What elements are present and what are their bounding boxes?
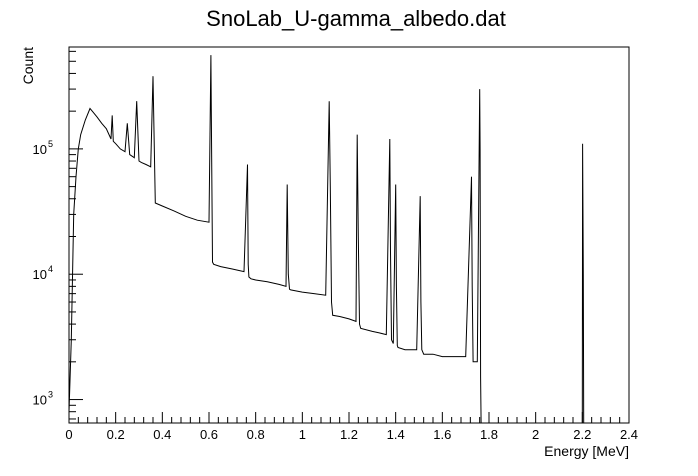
y-tick-label: 10 bbox=[33, 267, 47, 282]
y-tick-label: 10 bbox=[33, 142, 47, 157]
x-tick-label: 1.2 bbox=[340, 427, 358, 442]
y-tick-exponent: 3 bbox=[48, 390, 53, 400]
x-tick-label: 2 bbox=[532, 427, 539, 442]
x-tick-label: 1.4 bbox=[387, 427, 405, 442]
x-tick-label: 1.8 bbox=[480, 427, 498, 442]
x-tick-label: 0 bbox=[65, 427, 72, 442]
x-tick-label: 0.4 bbox=[153, 427, 171, 442]
spectrum-line bbox=[68, 55, 629, 424]
x-axis-label: Energy [MeV] bbox=[544, 443, 629, 459]
x-tick-label: 0.2 bbox=[107, 427, 125, 442]
y-tick-exponent: 5 bbox=[48, 139, 53, 149]
y-axis-label: Count bbox=[20, 47, 36, 84]
x-tick-label: 0.6 bbox=[200, 427, 218, 442]
y-tick-exponent: 4 bbox=[48, 264, 53, 274]
x-tick-label: 1 bbox=[299, 427, 306, 442]
chart-title: SnoLab_U-gamma_albedo.dat bbox=[206, 6, 506, 31]
x-tick-label: 2.2 bbox=[573, 427, 591, 442]
x-tick-label: 2.4 bbox=[620, 427, 638, 442]
x-tick-label: 1.6 bbox=[433, 427, 451, 442]
x-ticks: 0 0.2 0.4 0.6 0.8 1 1.2 1.4 1.6 1.8 2 2.2 2.4 bbox=[65, 412, 638, 442]
x-tick-label: 0.8 bbox=[247, 427, 265, 442]
y-tick-label: 10 bbox=[33, 393, 47, 408]
